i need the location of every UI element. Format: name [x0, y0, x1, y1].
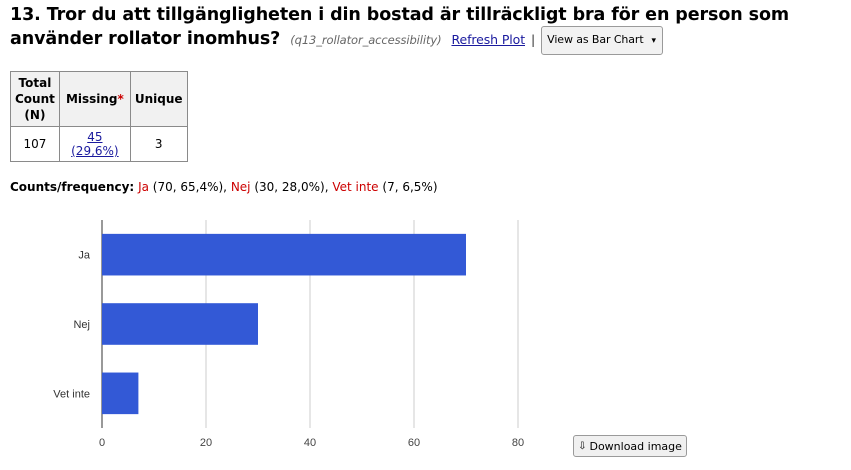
summary-table: Total Count (N) Missing* Unique 107 45 (… — [10, 71, 188, 162]
count-item-nej: Nej (30, 28,0%), — [231, 180, 329, 194]
counts-frequency: Counts/frequency: Ja (70, 65,4%), Nej (3… — [10, 180, 438, 194]
missing-header: Missing* — [58, 71, 131, 127]
chevron-down-icon: ▾ — [651, 36, 657, 46]
bar-nej — [102, 303, 258, 345]
count-detail: (70, 65,4%), — [148, 180, 227, 194]
missing-marker: * — [117, 92, 124, 106]
missing-cell: 45 (29,6%) — [58, 126, 131, 162]
counts-label: Counts/frequency: — [10, 180, 135, 194]
x-tick-label: 0 — [99, 437, 105, 449]
count-item-ja: Ja (70, 65,4%), — [138, 180, 227, 194]
question-text: 13. Tror du att tillgängligheten i din b… — [10, 5, 789, 49]
count-category: Ja — [138, 180, 149, 194]
x-tick-label: 80 — [512, 437, 524, 449]
refresh-plot-link[interactable]: Refresh Plot — [451, 32, 526, 47]
summary-header-row: Total Count (N) Missing* Unique — [10, 71, 188, 127]
x-tick-label: 20 — [200, 437, 212, 449]
view-as-select[interactable]: View as Bar Chart ▾ — [541, 26, 663, 55]
separator: | — [531, 32, 536, 47]
unique-value: 3 — [129, 126, 188, 162]
total-count-header: Total Count (N) — [10, 71, 60, 127]
x-tick-label: 60 — [408, 437, 420, 449]
bar-ja — [102, 233, 466, 276]
count-item-vet-inte: Vet inte (7, 6,5%) — [332, 180, 437, 194]
summary-value-row: 107 45 (29,6%) 3 — [10, 126, 188, 162]
count-category: Nej — [230, 180, 251, 194]
unique-header: Unique — [129, 71, 188, 127]
count-category: Vet inte — [332, 180, 379, 194]
y-tick-label: Nej — [73, 319, 90, 331]
view-select-label: View as Bar Chart — [547, 33, 644, 46]
total-count-value: 107 — [10, 126, 60, 162]
download-image-button[interactable]: ⇩ Download image — [573, 435, 687, 457]
y-tick-label: Vet inte — [53, 388, 90, 400]
x-tick-label: 40 — [304, 437, 316, 449]
variable-name: (q13_rollator_accessibility) — [290, 33, 442, 47]
question-title: 13. Tror du att tillgängligheten i din b… — [10, 4, 845, 55]
download-label: Download image — [589, 439, 682, 453]
count-detail: (7, 6,5%) — [378, 180, 438, 194]
bar-vet-inte — [102, 372, 139, 415]
download-icon: ⇩ — [578, 440, 587, 452]
missing-value-link[interactable]: 45 (29,6%) — [71, 130, 119, 158]
y-tick-label: Ja — [78, 250, 91, 262]
question-header: 13. Tror du att tillgängligheten i din b… — [10, 4, 845, 55]
count-detail: (30, 28,0%), — [250, 180, 329, 194]
bar-chart: 0 20 40 60 80 Ja Nej Vet inte — [53, 220, 524, 449]
